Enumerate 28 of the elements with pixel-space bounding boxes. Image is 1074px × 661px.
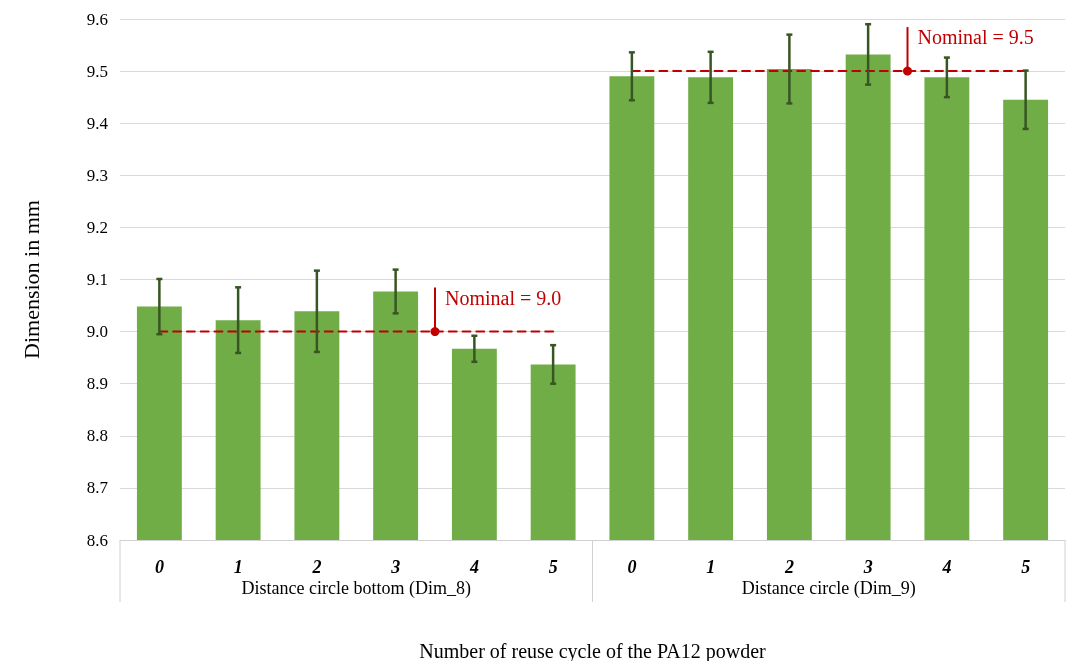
x-tick-label: 3 (862, 557, 873, 577)
y-tick-label: 8.8 (86, 426, 108, 446)
x-tick-label: 3 (390, 557, 401, 577)
y-tick-label: 9.6 (86, 9, 108, 29)
y-tick-label: 9.5 (86, 61, 108, 81)
x-tick-label: 0 (154, 557, 164, 577)
x-tick-label: 1 (706, 557, 716, 577)
annotation: Nominal = 9.5 (917, 26, 1034, 49)
x-tick-label: 5 (1021, 557, 1031, 577)
text: Distance circle (Dim_9) (741, 578, 916, 599)
x-tick-label: 4 (468, 557, 479, 577)
y-tick-label: 9.4 (86, 113, 109, 133)
y-tick-label: 8.9 (86, 374, 108, 394)
annotation: Nominal = 9.0 (445, 286, 562, 309)
x-tick-label: 2 (311, 557, 322, 577)
y-tick-label: 8.7 (86, 478, 109, 498)
y-tick-label: 8.6 (86, 530, 108, 550)
x-tick-label: 1 (233, 557, 243, 577)
x-tick-label: 0 (627, 557, 637, 577)
x-tick-label: 4 (941, 557, 952, 577)
y-tick-label: 9.3 (86, 165, 108, 185)
y-axis-title: Dimension in mm (18, 200, 44, 359)
y-tick-label: 9.2 (86, 217, 108, 237)
x-tick-label: 5 (548, 557, 558, 577)
y-tick-label: 9.1 (86, 270, 108, 289)
y-tick-label: 9.0 (86, 322, 108, 342)
x-tick-label: 2 (783, 557, 794, 577)
text: Distance circle bottom (Dim_8) (241, 578, 471, 599)
